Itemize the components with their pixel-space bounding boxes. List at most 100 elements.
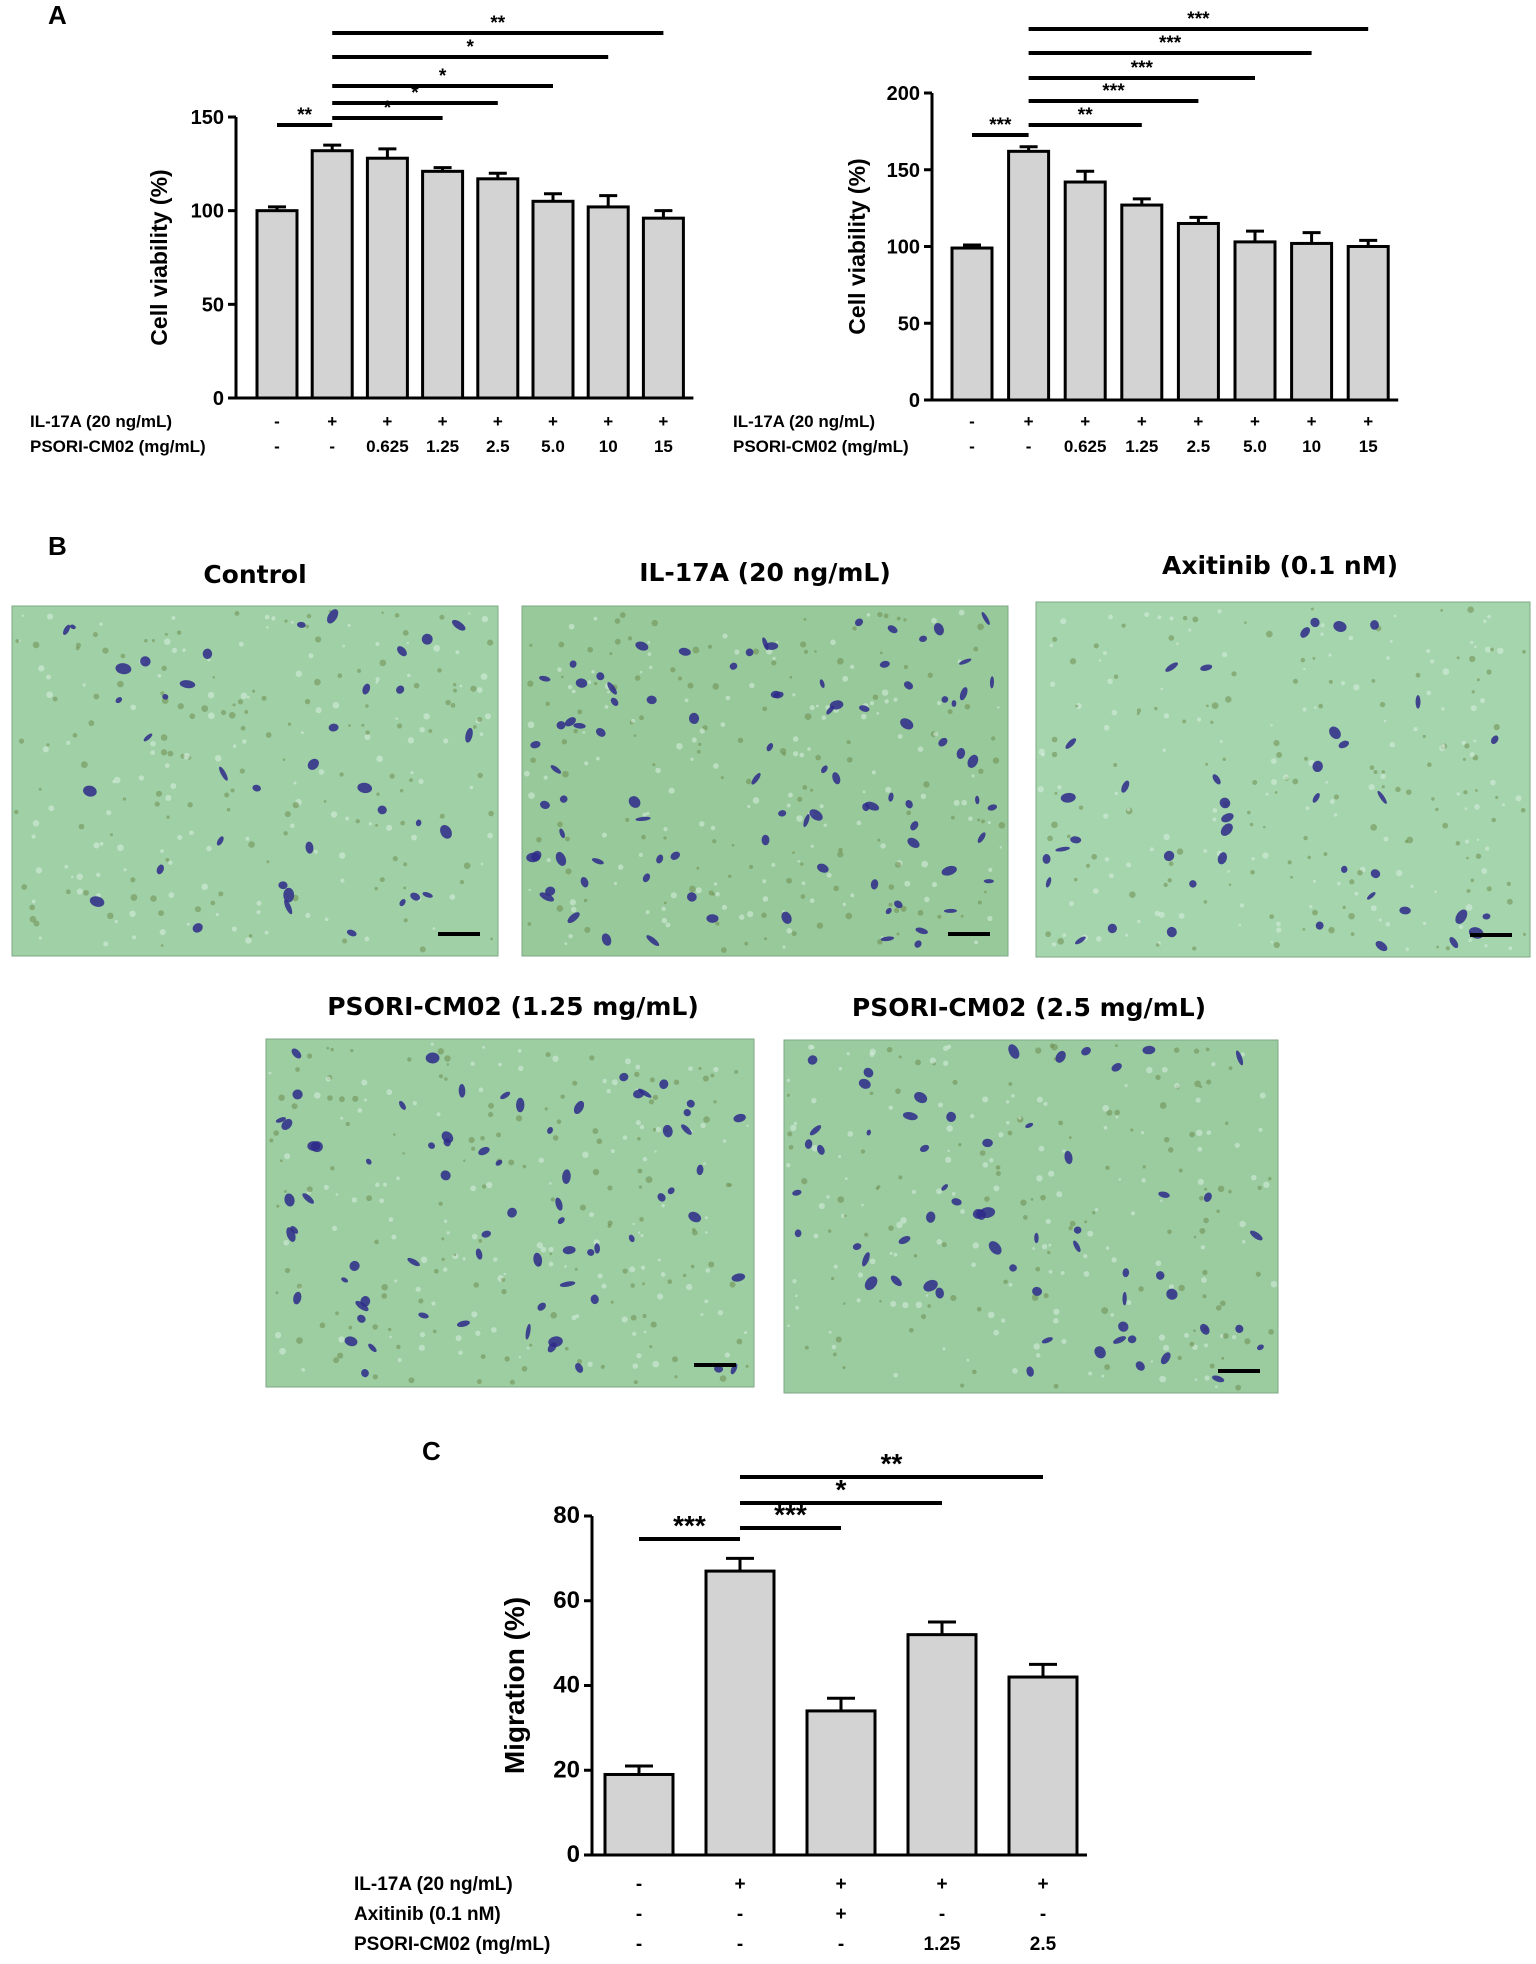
stained-cell	[1121, 780, 1130, 793]
pore	[538, 1157, 544, 1163]
pore	[337, 673, 343, 679]
stained-cell	[866, 1129, 871, 1136]
condition-cell: +	[603, 412, 613, 431]
pore	[640, 1265, 646, 1270]
micrograph-title: Axitinib (0.1 nM)	[1162, 551, 1398, 580]
pore	[304, 698, 311, 705]
stained-cell	[696, 1164, 704, 1176]
pore	[746, 1124, 749, 1128]
pore	[436, 1112, 441, 1117]
pore	[437, 668, 442, 673]
y-axis-label: Cell viability (%)	[844, 158, 870, 334]
pore	[579, 1204, 586, 1211]
pore	[1043, 1101, 1048, 1107]
pore	[399, 789, 404, 793]
pore	[703, 1162, 706, 1165]
pore	[325, 1076, 331, 1082]
pore	[403, 886, 407, 890]
pore	[177, 834, 183, 840]
pore	[995, 1170, 1001, 1176]
pore	[1292, 778, 1299, 785]
pore	[1056, 1191, 1063, 1198]
pore	[787, 1324, 790, 1328]
stained-cell	[914, 1091, 928, 1104]
pore	[1201, 1277, 1207, 1283]
pore	[556, 905, 564, 912]
pore	[1137, 919, 1141, 924]
pore	[1168, 635, 1175, 641]
pore	[291, 1103, 298, 1110]
pore	[1158, 911, 1165, 918]
bar	[641, 216, 685, 400]
pore	[1251, 1174, 1257, 1181]
pore	[275, 1291, 279, 1295]
pore	[622, 1268, 628, 1274]
stained-cell	[595, 728, 606, 737]
stained-cell	[885, 907, 892, 915]
pore	[968, 816, 973, 822]
pore	[305, 624, 310, 629]
pore	[562, 770, 569, 778]
pore	[842, 902, 847, 907]
pore	[795, 1294, 798, 1298]
condition-cell: 1.25	[924, 1934, 961, 1955]
pore	[212, 676, 216, 679]
pore	[1136, 708, 1142, 713]
stained-cell	[328, 723, 339, 732]
condition-cell: 1.25	[426, 437, 459, 456]
pore	[561, 675, 564, 679]
pore	[846, 1052, 850, 1056]
pore	[632, 1331, 637, 1336]
pore	[33, 920, 40, 927]
stained-cell	[1034, 1232, 1039, 1244]
pore	[966, 1358, 970, 1362]
pore	[651, 619, 658, 627]
pore	[350, 1048, 354, 1053]
stained-cell	[441, 1131, 454, 1143]
pore	[888, 902, 893, 907]
pore	[696, 749, 701, 754]
pore	[75, 642, 82, 648]
pore	[1469, 640, 1474, 645]
pore	[682, 1273, 687, 1278]
pore	[923, 781, 930, 788]
condition-cell: 15	[1359, 437, 1378, 456]
pore	[1373, 770, 1378, 775]
stained-cell	[500, 1091, 511, 1100]
pore	[871, 770, 876, 775]
pore	[904, 880, 911, 887]
pore	[700, 1313, 704, 1317]
pore	[592, 1168, 600, 1176]
pore	[355, 819, 360, 824]
pore	[788, 792, 793, 798]
pore	[1386, 656, 1390, 660]
pore	[663, 901, 667, 905]
pore	[265, 732, 272, 738]
pore	[1108, 614, 1113, 620]
pore	[1003, 1279, 1008, 1285]
pore	[1462, 757, 1466, 761]
pore	[453, 1253, 457, 1257]
pore	[1211, 702, 1219, 710]
pore	[1244, 621, 1247, 624]
stained-cell	[667, 1187, 675, 1195]
pore	[1162, 1066, 1168, 1073]
pore	[463, 1159, 466, 1162]
pore	[1455, 841, 1461, 846]
pore	[1276, 751, 1283, 758]
pore	[396, 723, 403, 729]
pore	[632, 1222, 635, 1226]
condition-row-label: PSORI-CM02 (mg/mL)	[354, 1934, 550, 1955]
pore	[93, 842, 100, 849]
stained-cell	[1235, 1324, 1244, 1333]
pore	[591, 670, 595, 674]
pore	[444, 1077, 448, 1081]
pore	[745, 778, 752, 785]
condition-cell: -	[969, 437, 975, 456]
pore	[649, 1077, 655, 1083]
stained-cell	[1042, 853, 1051, 864]
pore	[493, 1257, 498, 1262]
condition-cell: -	[636, 1934, 642, 1955]
pore	[832, 1352, 837, 1357]
pore	[279, 1159, 283, 1163]
